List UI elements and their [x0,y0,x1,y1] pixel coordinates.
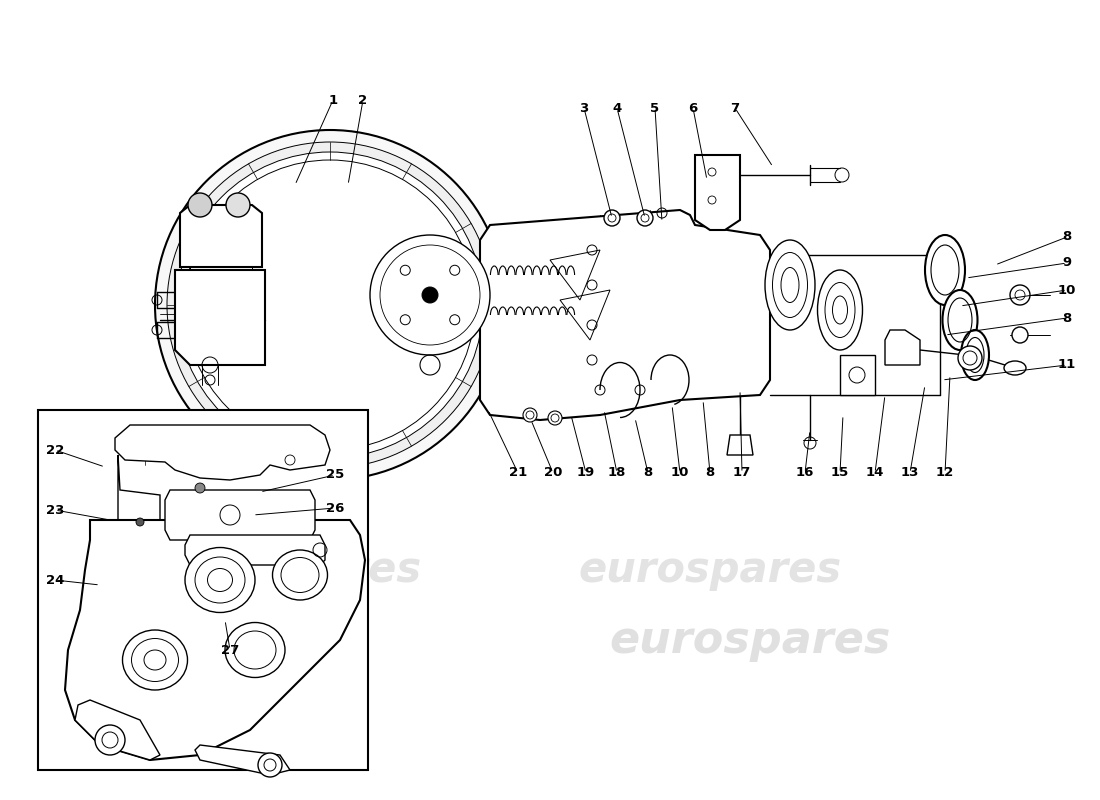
Ellipse shape [925,235,965,305]
Polygon shape [695,155,740,230]
Circle shape [195,483,205,493]
Ellipse shape [273,550,328,600]
Circle shape [522,408,537,422]
Circle shape [258,753,282,777]
Bar [39,410,369,770]
Text: 19: 19 [576,466,595,479]
Polygon shape [185,535,324,565]
Text: 17: 17 [733,466,751,479]
Polygon shape [75,700,160,760]
Polygon shape [116,425,330,480]
Circle shape [1010,285,1030,305]
Circle shape [95,725,125,755]
Text: 9: 9 [1063,257,1071,270]
Polygon shape [840,355,874,395]
Circle shape [604,210,620,226]
Circle shape [185,160,475,450]
Text: 15: 15 [830,466,849,479]
Circle shape [188,193,212,217]
Polygon shape [886,330,920,365]
Text: 14: 14 [866,466,884,479]
Text: 8: 8 [1063,230,1071,243]
Text: 7: 7 [730,102,739,114]
Text: eurospares: eurospares [124,632,282,656]
Text: 11: 11 [1058,358,1076,371]
Polygon shape [65,520,365,760]
Circle shape [637,210,653,226]
Ellipse shape [817,270,862,350]
Ellipse shape [961,330,989,380]
Ellipse shape [122,630,187,690]
Ellipse shape [185,547,255,613]
Ellipse shape [226,622,285,678]
Text: 13: 13 [901,466,920,479]
Text: 26: 26 [326,502,344,514]
Text: 25: 25 [326,469,344,482]
Text: 3: 3 [580,102,588,114]
Ellipse shape [943,290,978,350]
Polygon shape [180,205,262,267]
Circle shape [136,518,144,526]
Text: 27: 27 [221,643,239,657]
Ellipse shape [764,240,815,330]
Text: 24: 24 [46,574,64,586]
Text: 16: 16 [795,466,814,479]
Circle shape [177,152,483,458]
Text: 10: 10 [1058,283,1076,297]
Circle shape [167,142,493,468]
Text: 1: 1 [329,94,338,106]
Polygon shape [175,270,265,365]
Circle shape [155,130,505,480]
Polygon shape [195,745,290,775]
Text: 20: 20 [543,466,562,479]
Text: 23: 23 [46,503,64,517]
Text: eurospares: eurospares [87,516,263,544]
Polygon shape [118,455,160,525]
Polygon shape [480,210,770,420]
Text: 5: 5 [650,102,660,114]
Polygon shape [727,435,754,455]
Polygon shape [165,490,315,540]
Text: 10: 10 [671,466,690,479]
Text: eurospares: eurospares [158,549,421,591]
Circle shape [370,235,490,355]
Ellipse shape [1004,361,1026,375]
Text: 8: 8 [644,466,652,479]
Text: eurospares: eurospares [579,549,842,591]
Circle shape [422,287,438,303]
Circle shape [1012,327,1028,343]
Circle shape [548,411,562,425]
Text: 18: 18 [608,466,626,479]
Circle shape [958,346,982,370]
Text: 21: 21 [509,466,527,479]
Circle shape [226,193,250,217]
Text: 12: 12 [936,466,954,479]
Text: 2: 2 [359,94,367,106]
Text: 22: 22 [46,443,64,457]
Text: 6: 6 [689,102,697,114]
Text: eurospares: eurospares [609,618,891,662]
Text: 4: 4 [613,102,621,114]
Text: 8: 8 [705,466,715,479]
Text: 8: 8 [1063,311,1071,325]
